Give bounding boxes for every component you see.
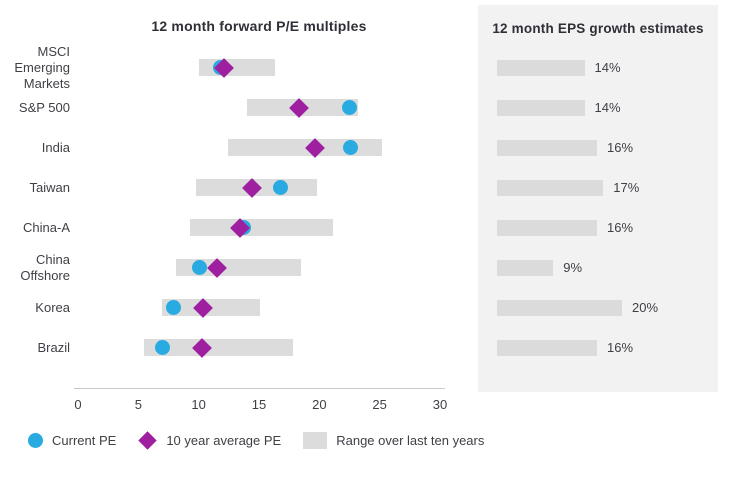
x-tick-label: 5 bbox=[134, 397, 142, 412]
eps-row: 20% bbox=[478, 288, 718, 328]
eps-row: 16% bbox=[478, 208, 718, 248]
range-bar bbox=[198, 59, 275, 76]
legend-current-pe-label: Current PE bbox=[52, 432, 117, 448]
pe-row bbox=[78, 328, 440, 368]
pe-row bbox=[78, 208, 440, 248]
current-pe-marker bbox=[342, 100, 357, 115]
legend-item-range: Range over last ten years bbox=[303, 431, 485, 449]
x-axis-line bbox=[74, 388, 445, 389]
eps-value-label: 9% bbox=[563, 260, 583, 275]
pe-row bbox=[78, 288, 440, 328]
x-tick-label: 15 bbox=[251, 397, 267, 412]
x-tick-label: 0 bbox=[74, 397, 82, 412]
eps-bar bbox=[497, 300, 622, 316]
range-swatch-icon bbox=[303, 431, 328, 449]
current-pe-marker bbox=[343, 140, 359, 155]
current-pe-marker bbox=[192, 260, 208, 275]
category-label: Brazil bbox=[37, 340, 70, 355]
eps-row: 17% bbox=[478, 168, 718, 208]
range-bar bbox=[175, 259, 302, 276]
average-pe-diamond-icon bbox=[138, 430, 158, 450]
eps-bar bbox=[497, 100, 585, 116]
range-bar bbox=[144, 339, 293, 356]
x-tick-label: 20 bbox=[312, 397, 327, 412]
pe-row bbox=[78, 168, 440, 208]
eps-bar bbox=[497, 180, 604, 196]
category-label: Korea bbox=[35, 300, 70, 315]
pe-row bbox=[78, 88, 440, 128]
eps-value-label: 16% bbox=[607, 140, 634, 155]
category-label: China Offshore bbox=[20, 252, 70, 283]
category-label: Taiwan bbox=[29, 180, 70, 195]
current-pe-marker bbox=[154, 340, 170, 355]
eps-bar bbox=[497, 140, 597, 156]
range-bar bbox=[190, 219, 333, 236]
current-pe-circle-icon bbox=[28, 432, 43, 448]
eps-bar bbox=[497, 220, 597, 236]
eps-value-label: 16% bbox=[607, 340, 634, 355]
eps-value-label: 20% bbox=[632, 300, 659, 315]
eps-growth-panel: 12 month EPS growth estimates 14% 14% 16% 1… bbox=[478, 5, 718, 392]
legend-item-average-pe: 10 year average PE bbox=[138, 430, 282, 450]
eps-bar bbox=[497, 60, 585, 76]
pe-row bbox=[78, 128, 440, 168]
eps-value-label: 14% bbox=[594, 100, 621, 115]
eps-value-label: 16% bbox=[607, 220, 634, 235]
eps-bar bbox=[497, 340, 597, 356]
category-label: S&P 500 bbox=[18, 100, 70, 115]
x-tick-label: 10 bbox=[191, 397, 206, 412]
eps-value-label: 17% bbox=[613, 180, 640, 195]
category-label: India bbox=[41, 140, 70, 155]
eps-bar bbox=[497, 260, 554, 276]
eps-row: 14% bbox=[478, 88, 718, 128]
current-pe-marker bbox=[273, 180, 289, 195]
current-pe-marker bbox=[165, 300, 181, 315]
category-label: MSCI Emerging Markets bbox=[14, 44, 70, 91]
legend-item-current-pe: Current PE bbox=[28, 432, 117, 448]
eps-row: 16% bbox=[478, 328, 718, 368]
legend-average-pe-label: 10 year average PE bbox=[166, 432, 282, 448]
pe-chart-title: 12 month forward P/E multiples bbox=[151, 18, 367, 34]
chart-legend: Current PE 10 year average PE Range over… bbox=[28, 430, 484, 450]
category-label: China-A bbox=[23, 220, 70, 235]
legend-range-label: Range over last ten years bbox=[336, 432, 485, 448]
pe-row bbox=[78, 48, 440, 88]
eps-row: 16% bbox=[478, 128, 718, 168]
x-tick-label: 25 bbox=[372, 397, 387, 412]
eps-panel-title: 12 month EPS growth estimates bbox=[492, 21, 704, 36]
x-tick-label: 30 bbox=[432, 397, 448, 412]
eps-value-label: 14% bbox=[594, 60, 621, 75]
eps-row: 9% bbox=[478, 248, 718, 288]
eps-row: 14% bbox=[478, 48, 718, 88]
pe-row bbox=[78, 248, 440, 288]
